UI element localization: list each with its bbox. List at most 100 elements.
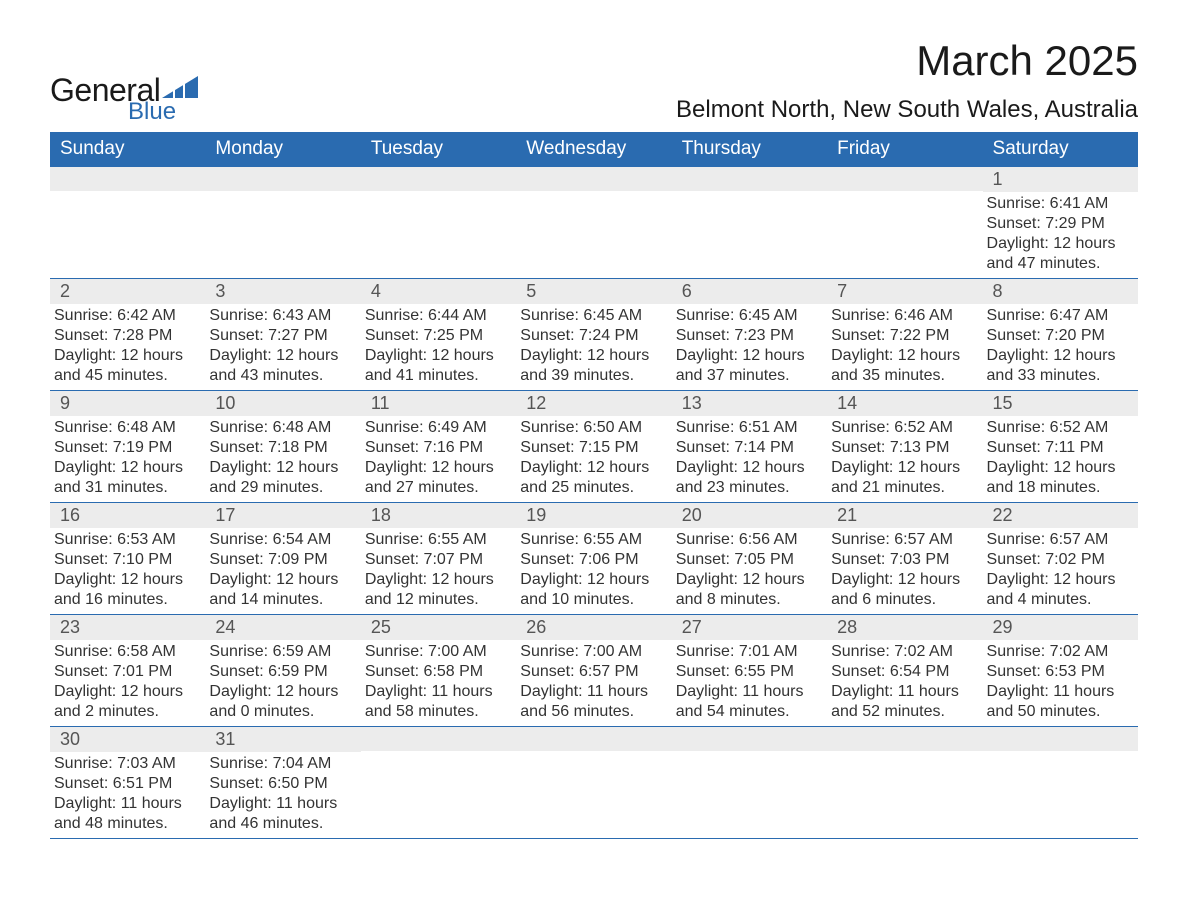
sunset-text: Sunset: 6:58 PM [365, 662, 512, 682]
day-number [205, 167, 360, 191]
calendar-week-row: 9Sunrise: 6:48 AMSunset: 7:19 PMDaylight… [50, 391, 1138, 503]
day-number: 26 [516, 615, 671, 640]
sunrise-text: Sunrise: 7:04 AM [209, 754, 356, 774]
day-number: 27 [672, 615, 827, 640]
day-body: Sunrise: 6:57 AMSunset: 7:02 PMDaylight:… [983, 528, 1138, 614]
day-number: 12 [516, 391, 671, 416]
day-number: 24 [205, 615, 360, 640]
sunset-text: Sunset: 6:53 PM [987, 662, 1134, 682]
daylight-text: Daylight: 11 hours and 54 minutes. [676, 682, 823, 722]
calendar-day-cell: 3Sunrise: 6:43 AMSunset: 7:27 PMDaylight… [205, 279, 360, 391]
day-number: 28 [827, 615, 982, 640]
calendar-day-cell: 12Sunrise: 6:50 AMSunset: 7:15 PMDayligh… [516, 391, 671, 503]
daylight-text: Daylight: 12 hours and 43 minutes. [209, 346, 356, 386]
logo: General Blue [50, 74, 198, 124]
sunset-text: Sunset: 7:18 PM [209, 438, 356, 458]
sunset-text: Sunset: 7:07 PM [365, 550, 512, 570]
day-number [983, 727, 1138, 751]
sunrise-text: Sunrise: 6:55 AM [520, 530, 667, 550]
location: Belmont North, New South Wales, Australi… [676, 96, 1138, 124]
day-number [516, 167, 671, 191]
day-number [672, 727, 827, 751]
sunrise-text: Sunrise: 6:45 AM [520, 306, 667, 326]
daylight-text: Daylight: 11 hours and 48 minutes. [54, 794, 201, 834]
sunset-text: Sunset: 7:23 PM [676, 326, 823, 346]
daylight-text: Daylight: 12 hours and 39 minutes. [520, 346, 667, 386]
calendar-week-row: 16Sunrise: 6:53 AMSunset: 7:10 PMDayligh… [50, 503, 1138, 615]
day-number [50, 167, 205, 191]
day-number [361, 727, 516, 751]
calendar-day-cell: 17Sunrise: 6:54 AMSunset: 7:09 PMDayligh… [205, 503, 360, 615]
day-body: Sunrise: 6:56 AMSunset: 7:05 PMDaylight:… [672, 528, 827, 614]
sunset-text: Sunset: 7:19 PM [54, 438, 201, 458]
day-body [361, 191, 516, 211]
sunrise-text: Sunrise: 7:01 AM [676, 642, 823, 662]
day-body: Sunrise: 6:55 AMSunset: 7:07 PMDaylight:… [361, 528, 516, 614]
day-body [361, 751, 516, 771]
day-body: Sunrise: 6:42 AMSunset: 7:28 PMDaylight:… [50, 304, 205, 390]
calendar-day-cell: 21Sunrise: 6:57 AMSunset: 7:03 PMDayligh… [827, 503, 982, 615]
sunrise-text: Sunrise: 6:57 AM [987, 530, 1134, 550]
sunrise-text: Sunrise: 6:48 AM [54, 418, 201, 438]
day-body [516, 751, 671, 771]
sunrise-text: Sunrise: 6:55 AM [365, 530, 512, 550]
daylight-text: Daylight: 11 hours and 58 minutes. [365, 682, 512, 722]
calendar-day-cell: 23Sunrise: 6:58 AMSunset: 7:01 PMDayligh… [50, 615, 205, 727]
sunrise-text: Sunrise: 7:00 AM [365, 642, 512, 662]
day-number: 31 [205, 727, 360, 752]
day-body [205, 191, 360, 211]
weekday-header: Tuesday [361, 132, 516, 167]
calendar-day-cell: 15Sunrise: 6:52 AMSunset: 7:11 PMDayligh… [983, 391, 1138, 503]
daylight-text: Daylight: 12 hours and 27 minutes. [365, 458, 512, 498]
sunset-text: Sunset: 7:16 PM [365, 438, 512, 458]
day-body: Sunrise: 7:00 AMSunset: 6:57 PMDaylight:… [516, 640, 671, 726]
day-body: Sunrise: 6:48 AMSunset: 7:19 PMDaylight:… [50, 416, 205, 502]
day-number: 25 [361, 615, 516, 640]
sunset-text: Sunset: 7:01 PM [54, 662, 201, 682]
calendar-day-cell [827, 727, 982, 839]
day-number: 4 [361, 279, 516, 304]
sunrise-text: Sunrise: 6:56 AM [676, 530, 823, 550]
daylight-text: Daylight: 12 hours and 8 minutes. [676, 570, 823, 610]
sunrise-text: Sunrise: 6:50 AM [520, 418, 667, 438]
sunset-text: Sunset: 7:27 PM [209, 326, 356, 346]
sunset-text: Sunset: 7:28 PM [54, 326, 201, 346]
day-number: 1 [983, 167, 1138, 192]
sunset-text: Sunset: 7:20 PM [987, 326, 1134, 346]
day-number: 8 [983, 279, 1138, 304]
calendar-day-cell: 8Sunrise: 6:47 AMSunset: 7:20 PMDaylight… [983, 279, 1138, 391]
day-body: Sunrise: 6:46 AMSunset: 7:22 PMDaylight:… [827, 304, 982, 390]
calendar-day-cell: 27Sunrise: 7:01 AMSunset: 6:55 PMDayligh… [672, 615, 827, 727]
daylight-text: Daylight: 12 hours and 10 minutes. [520, 570, 667, 610]
day-number: 17 [205, 503, 360, 528]
day-body: Sunrise: 6:41 AMSunset: 7:29 PMDaylight:… [983, 192, 1138, 278]
day-body: Sunrise: 6:55 AMSunset: 7:06 PMDaylight:… [516, 528, 671, 614]
calendar-day-cell [205, 167, 360, 279]
calendar-day-cell [827, 167, 982, 279]
sunset-text: Sunset: 7:05 PM [676, 550, 823, 570]
day-body [672, 751, 827, 771]
sunrise-text: Sunrise: 6:41 AM [987, 194, 1134, 214]
weekday-header: Wednesday [516, 132, 671, 167]
sunset-text: Sunset: 6:55 PM [676, 662, 823, 682]
day-number: 19 [516, 503, 671, 528]
day-number: 18 [361, 503, 516, 528]
sunrise-text: Sunrise: 6:46 AM [831, 306, 978, 326]
sunset-text: Sunset: 6:50 PM [209, 774, 356, 794]
calendar-day-cell: 19Sunrise: 6:55 AMSunset: 7:06 PMDayligh… [516, 503, 671, 615]
daylight-text: Daylight: 12 hours and 2 minutes. [54, 682, 201, 722]
calendar-day-cell: 28Sunrise: 7:02 AMSunset: 6:54 PMDayligh… [827, 615, 982, 727]
calendar-body: 1Sunrise: 6:41 AMSunset: 7:29 PMDaylight… [50, 167, 1138, 839]
calendar-table: Sunday Monday Tuesday Wednesday Thursday… [50, 132, 1138, 839]
sunrise-text: Sunrise: 6:54 AM [209, 530, 356, 550]
day-number: 20 [672, 503, 827, 528]
sunrise-text: Sunrise: 7:02 AM [831, 642, 978, 662]
daylight-text: Daylight: 11 hours and 56 minutes. [520, 682, 667, 722]
day-body: Sunrise: 6:57 AMSunset: 7:03 PMDaylight:… [827, 528, 982, 614]
daylight-text: Daylight: 12 hours and 31 minutes. [54, 458, 201, 498]
day-body: Sunrise: 6:51 AMSunset: 7:14 PMDaylight:… [672, 416, 827, 502]
day-body: Sunrise: 6:48 AMSunset: 7:18 PMDaylight:… [205, 416, 360, 502]
weekday-header: Monday [205, 132, 360, 167]
sunrise-text: Sunrise: 6:45 AM [676, 306, 823, 326]
daylight-text: Daylight: 12 hours and 6 minutes. [831, 570, 978, 610]
